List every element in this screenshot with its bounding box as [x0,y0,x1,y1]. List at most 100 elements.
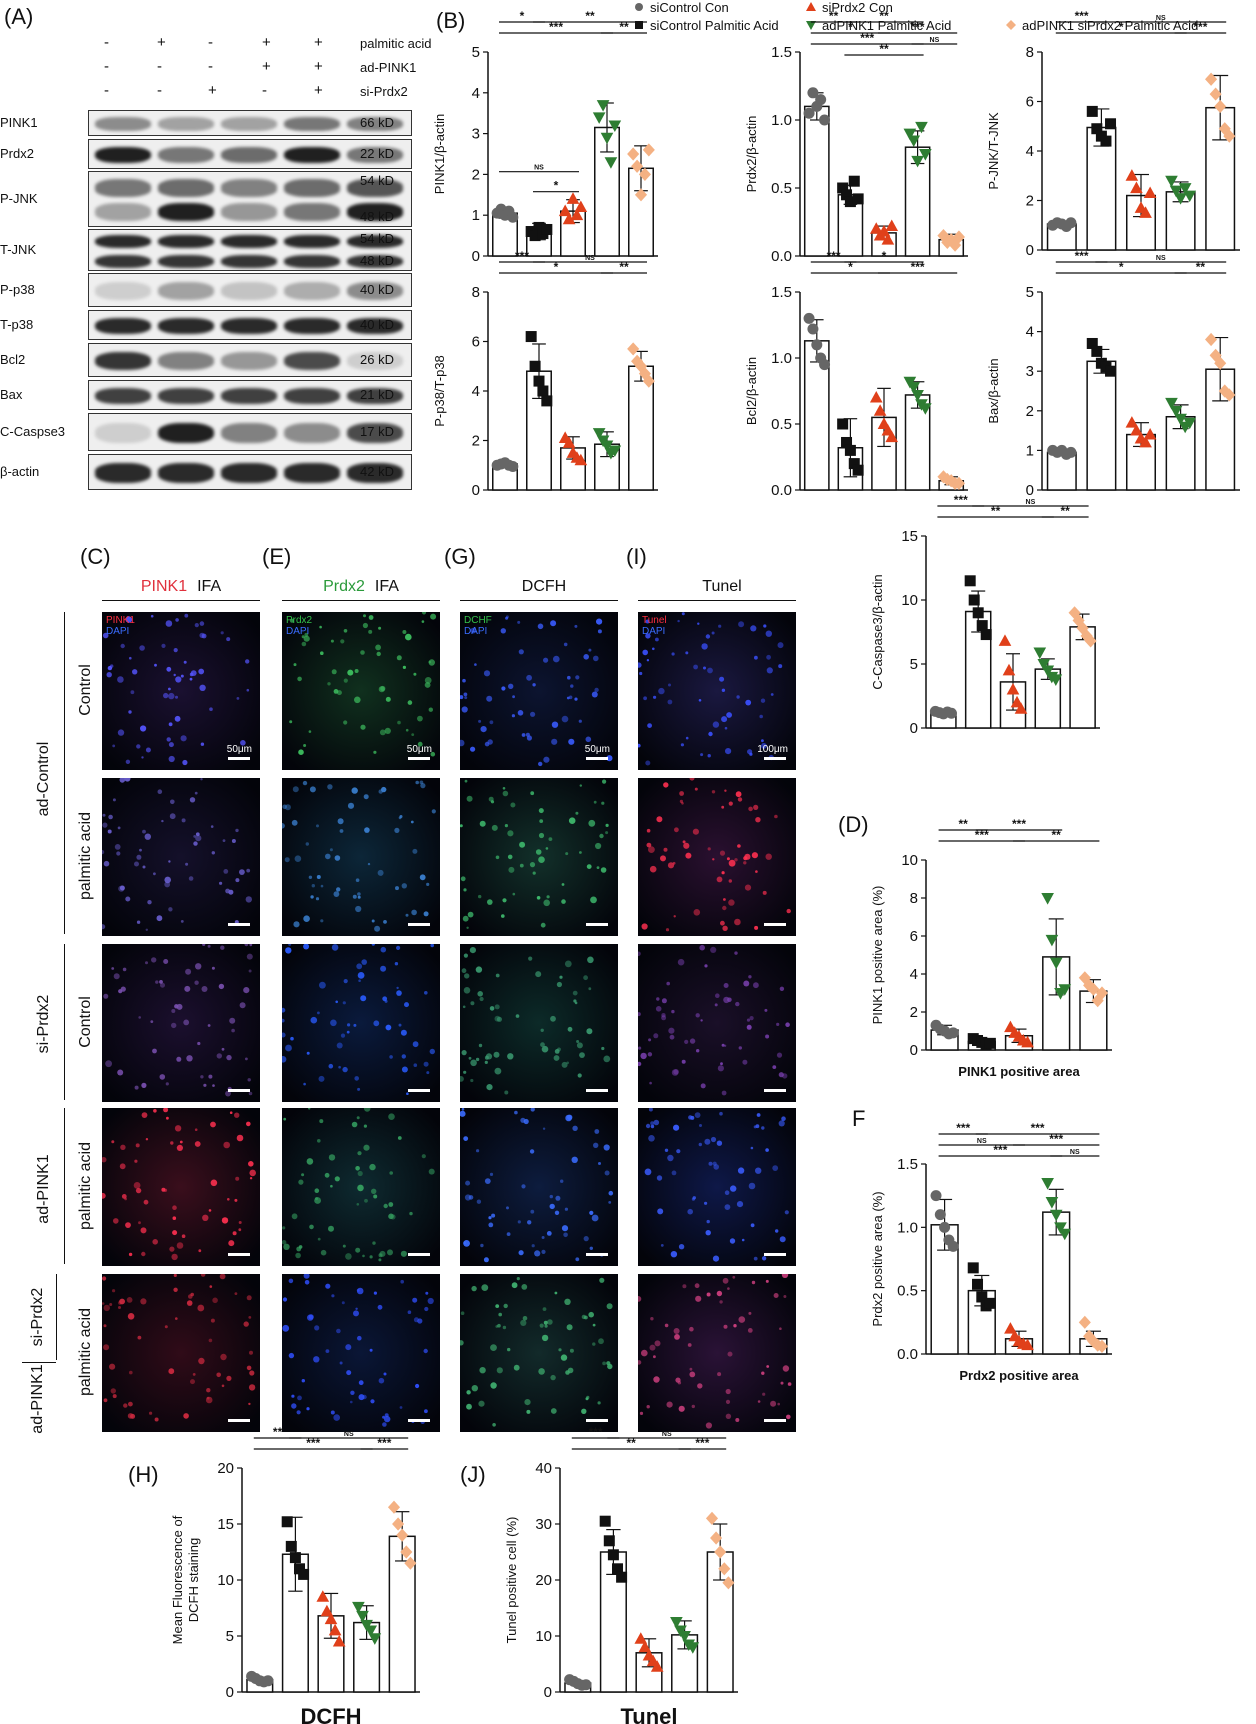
micrograph-row-label: palmitic acid [77,811,94,901]
data-point [980,629,992,641]
cell-pattern [282,1108,435,1262]
data-point [911,155,924,168]
y-tick-label: 30 [535,1516,552,1533]
data-point [915,121,928,134]
data-point [387,1500,401,1514]
data-point [972,607,984,619]
significance-label: NS [1070,1149,1080,1156]
y-tick-label: 1.0 [897,1219,918,1236]
blot-band [284,146,340,164]
cell-pattern [460,779,609,929]
cell-pattern [641,778,791,932]
bar [1165,415,1196,491]
micrograph-column-header: Prdx2 IFA [282,578,440,596]
group-bracket-line [64,944,65,1100]
data-point [930,1019,942,1031]
micrograph-image [638,1274,796,1432]
column-title-primary: PINK1 [140,578,188,595]
data-point [852,193,864,205]
data-point [525,331,537,343]
data-point [877,417,891,429]
scale-bar [228,1419,250,1422]
micrograph-image [638,944,796,1102]
significance-label: NS [930,37,940,44]
data-point [1004,1322,1017,1334]
blot-band [158,254,214,269]
data-point [1091,345,1103,357]
blot-band [347,351,403,371]
y-axis-label: Tunel positive cell (%) [504,1517,519,1644]
data-point [1051,446,1063,458]
data-point [638,167,651,181]
bar [706,1551,734,1693]
data-point [1143,186,1157,199]
data-point [612,1563,624,1575]
data-point [503,205,515,217]
column-title-primary: Prdx2 [323,578,365,595]
data-point [646,1654,660,1667]
data-point [533,375,545,387]
bar [904,394,931,491]
data-point [919,403,932,415]
blot-row [88,380,412,410]
data-point [1218,384,1231,398]
scale-bar [408,923,430,926]
chart-prdx2area: 0.0 0.5 1.0 1.5 Prdx2 positive area (%) Prdx2… [870,1121,1112,1383]
blot-band [347,463,403,483]
legend-label: adPINK1 siPrdx2 Palmitic Acid [1022,18,1199,33]
bar [1086,126,1117,251]
condition-label: ad-PINK1 [360,60,417,75]
data-point [1209,87,1222,101]
data-point [1060,448,1072,460]
y-tick-label: 0.0 [771,248,792,265]
y-tick-label: 4 [472,383,480,400]
data-point [533,221,545,233]
scale-bar-label: 50μm [584,744,610,755]
data-point [718,1562,731,1576]
y-tick-label: 10 [217,1572,234,1589]
data-point [807,323,819,335]
panel-label-i: (I) [626,544,647,569]
bar [837,447,864,491]
y-tick-label: 15 [217,1516,234,1533]
data-point [541,223,553,235]
blot-row-label: Bcl2 [0,352,26,367]
blot-row [88,139,412,169]
data-point [1049,1209,1063,1222]
data-point [1014,702,1028,714]
scale-bar-label: 50μm [406,744,432,755]
molecular-weight-label: 48 kD [360,253,394,268]
condition-sign: + [314,34,323,51]
data-point [937,708,949,720]
data-point [580,1679,592,1691]
data-point [631,159,644,173]
scale-bar [764,1089,786,1092]
data-point [967,1033,979,1045]
data-point [608,445,622,457]
data-point [1130,181,1143,194]
blot-band [95,235,151,249]
blot-band [221,254,277,269]
bar [599,1551,627,1693]
significance-label: *** [1012,817,1026,831]
y-axis-label-line: DCFH staining [186,1538,201,1623]
bar [1165,191,1196,251]
data-point [1051,217,1063,229]
bar [964,610,992,729]
data-point [844,196,856,208]
cell-pattern [460,1108,614,1263]
channel-label-primary: Prdx2 [286,615,313,626]
panel-label-j: (J) [460,1462,486,1487]
column-title-secondary: Tunel [702,578,742,595]
channel-label-primary: Tunel [642,615,667,626]
data-point [1214,99,1227,114]
data-point [1105,365,1117,377]
micrograph-image [102,944,260,1102]
significance-label: *** [515,249,529,263]
blot-band [95,116,151,132]
condition-sign: - [157,82,162,99]
data-point [1087,982,1100,996]
molecular-weight-label: 21 kD [360,387,394,402]
panel-label-c: (C) [80,544,111,569]
data-point [642,374,655,388]
